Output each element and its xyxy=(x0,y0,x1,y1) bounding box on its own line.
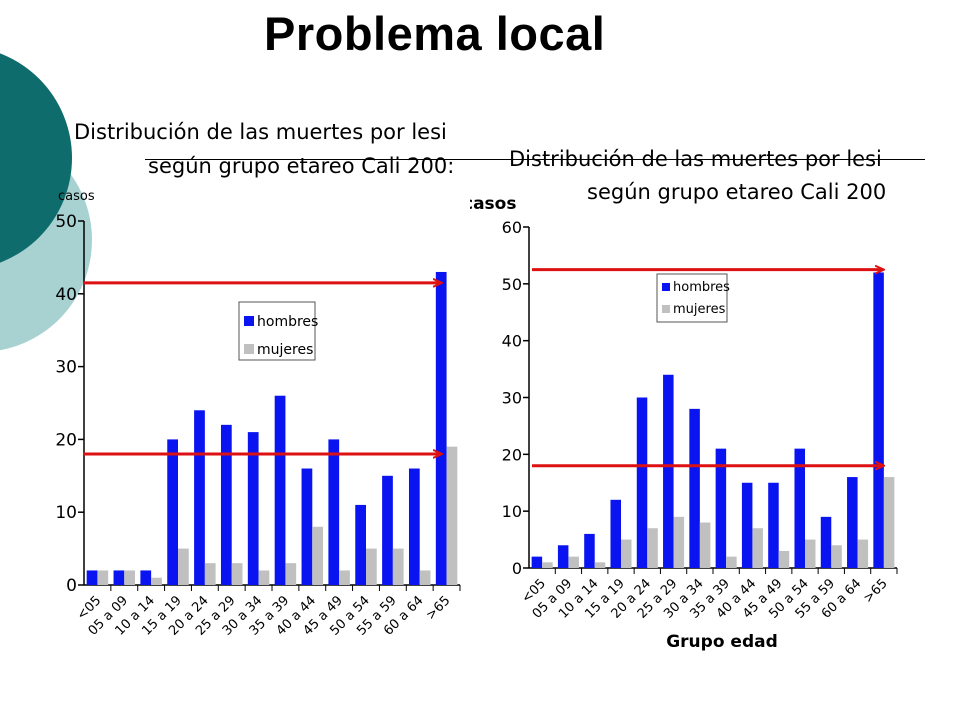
y-tick-label: 50 xyxy=(502,275,522,294)
bar-hombres xyxy=(301,468,313,585)
legend-swatch-hombres xyxy=(244,316,254,326)
chart-1-title: Distribución de las muertes por lesi xyxy=(74,120,447,144)
legend-label-hombres: hombres xyxy=(673,280,730,295)
legend-swatch-hombres xyxy=(662,283,670,291)
bar-hombres xyxy=(636,397,648,568)
bar-hombres xyxy=(820,516,832,568)
bar-hombres xyxy=(689,408,700,568)
x-tick-label: >65 xyxy=(861,576,891,606)
y-tick-label: 0 xyxy=(66,576,77,596)
bar-hombres xyxy=(873,272,884,568)
y-tick-label: 40 xyxy=(55,285,77,305)
bar-mujeres xyxy=(831,545,842,568)
y-tick-label: 10 xyxy=(502,502,522,521)
bar-mujeres xyxy=(805,539,816,568)
bar-hombres xyxy=(663,374,674,568)
legend-label-mujeres: mujeres xyxy=(257,342,313,358)
slide-title: Problema local xyxy=(264,7,606,60)
bar-mujeres xyxy=(542,562,553,568)
legend-swatch-mujeres xyxy=(662,305,670,313)
bar-hombres xyxy=(355,504,366,585)
bar-hombres xyxy=(794,448,805,568)
bar-mujeres xyxy=(857,539,869,568)
bar-hombres xyxy=(167,439,178,585)
bar-hombres xyxy=(435,271,447,585)
bar-mujeres xyxy=(419,570,431,585)
y-tick-label: 20 xyxy=(55,430,77,450)
bar-mujeres xyxy=(647,528,658,568)
bar-mujeres xyxy=(883,477,895,568)
bar-mujeres xyxy=(392,548,404,585)
bar-hombres xyxy=(220,424,232,585)
bar-mujeres xyxy=(204,563,216,585)
dark-teal-circle xyxy=(0,53,72,263)
bar-mujeres xyxy=(339,570,350,585)
chart-1-subtitle: según grupo etareo Cali 200: xyxy=(148,154,455,178)
y-tick-label: 0 xyxy=(512,559,522,578)
bar-hombres xyxy=(194,410,205,585)
bar-hombres xyxy=(847,477,858,568)
bar-hombres xyxy=(140,570,152,585)
bar-mujeres xyxy=(621,539,632,568)
bar-mujeres xyxy=(258,570,270,585)
bar-mujeres xyxy=(778,550,790,568)
y-tick-label: 10 xyxy=(55,503,77,523)
bar-hombres xyxy=(247,432,259,585)
bar-mujeres xyxy=(151,577,162,585)
y-tick-label: 40 xyxy=(502,332,522,351)
bar-mujeres xyxy=(594,562,606,568)
y-tick-label: 60 xyxy=(502,218,522,237)
bar-hombres xyxy=(382,475,393,585)
bar-mujeres xyxy=(673,516,685,568)
y-tick-label: 20 xyxy=(502,445,522,464)
legend-swatch-mujeres xyxy=(244,344,254,354)
bar-hombres xyxy=(584,533,595,568)
y-tick-label: 30 xyxy=(502,389,522,408)
y-axis-label: casos xyxy=(470,194,516,214)
bar-mujeres xyxy=(124,570,136,585)
x-axis-label: Grupo edad xyxy=(666,632,778,652)
bar-hombres xyxy=(274,395,286,585)
bar-mujeres xyxy=(231,563,243,585)
bar-hombres xyxy=(531,556,543,568)
bar-hombres xyxy=(557,545,569,568)
bar-hombres xyxy=(86,570,98,585)
bar-hombres xyxy=(328,439,340,585)
y-axis-label: casos xyxy=(58,189,95,204)
chart-2-subtitle: según grupo etareo Cali 200 xyxy=(587,180,887,204)
bar-hombres xyxy=(408,468,420,585)
title-rule xyxy=(145,159,925,160)
bar-mujeres xyxy=(568,556,579,568)
bar-mujeres xyxy=(752,528,763,568)
chart-2-title: Distribución de las muertes por lesi xyxy=(509,147,882,171)
bar-mujeres xyxy=(446,446,458,585)
bar-hombres xyxy=(610,499,621,568)
bar-mujeres xyxy=(726,556,737,568)
y-tick-label: 30 xyxy=(55,358,77,378)
bar-hombres xyxy=(768,482,779,568)
slide-decoration xyxy=(0,53,92,351)
bar-hombres xyxy=(715,448,727,568)
bar-hombres xyxy=(741,482,753,568)
bar-mujeres xyxy=(285,563,297,585)
bar-mujeres xyxy=(97,570,109,585)
bar-hombres xyxy=(113,570,125,585)
legend-box xyxy=(656,273,728,323)
y-tick-label: 50 xyxy=(55,212,77,232)
legend-label-mujeres: mujeres xyxy=(673,302,726,317)
x-tick-label: >65 xyxy=(423,593,453,623)
bar-mujeres xyxy=(312,526,324,585)
legend-label-hombres: hombres xyxy=(257,314,318,330)
bar-mujeres xyxy=(366,548,377,585)
bar-mujeres xyxy=(178,548,189,585)
bar-mujeres xyxy=(699,522,711,568)
